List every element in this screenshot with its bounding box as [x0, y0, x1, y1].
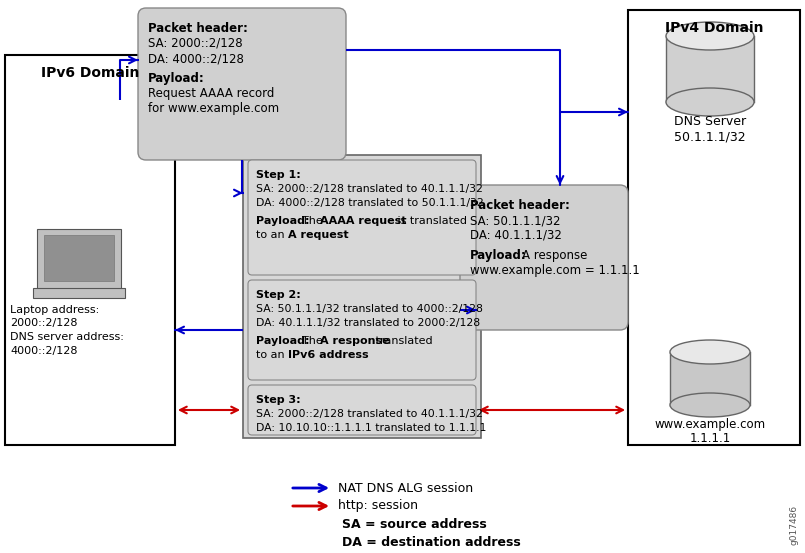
Text: The: The — [302, 216, 326, 226]
Text: SA: 50.1.1.1/32 translated to 4000::2/128: SA: 50.1.1.1/32 translated to 4000::2/12… — [256, 304, 483, 314]
Text: SA: 2000::2/128 translated to 40.1.1.1/32: SA: 2000::2/128 translated to 40.1.1.1/3… — [256, 184, 483, 194]
FancyBboxPatch shape — [460, 185, 628, 330]
Text: SA: 50.1.1.1/32: SA: 50.1.1.1/32 — [470, 214, 560, 227]
Bar — [243, 155, 481, 438]
FancyBboxPatch shape — [248, 160, 476, 275]
FancyBboxPatch shape — [138, 8, 346, 160]
Text: NAT DNS ALG session: NAT DNS ALG session — [338, 482, 473, 494]
Bar — [5, 55, 175, 445]
Text: Request AAAA record: Request AAAA record — [148, 87, 275, 100]
Text: g017486: g017486 — [789, 505, 798, 545]
FancyBboxPatch shape — [248, 385, 476, 435]
Text: DA: 10.10.10::1.1.1.1 translated to 1.1.1.1: DA: 10.10.10::1.1.1.1 translated to 1.1.… — [256, 423, 486, 433]
Text: 2000::2/128: 2000::2/128 — [10, 318, 77, 328]
Text: DA: 4000::2/128 translated to 50.1.1.1/32: DA: 4000::2/128 translated to 50.1.1.1/3… — [256, 198, 484, 208]
Text: A response: A response — [522, 249, 588, 262]
Bar — [670, 352, 750, 405]
Text: Laptop address:: Laptop address: — [10, 305, 99, 315]
Text: DA: 4000::2/128: DA: 4000::2/128 — [148, 52, 244, 65]
Text: A response: A response — [320, 336, 390, 346]
Text: Step 3:: Step 3: — [256, 395, 300, 405]
Text: DNS server address:: DNS server address: — [10, 332, 124, 342]
Bar — [666, 36, 754, 102]
Text: http: session: http: session — [338, 499, 418, 513]
Text: SA: 2000::2/128 translated to 40.1.1.1/32: SA: 2000::2/128 translated to 40.1.1.1/3… — [256, 409, 483, 419]
Ellipse shape — [670, 340, 750, 364]
Bar — [33, 288, 125, 298]
Ellipse shape — [666, 22, 754, 50]
Text: Step 1:: Step 1: — [256, 170, 301, 180]
Text: Packet header:: Packet header: — [148, 22, 248, 35]
Text: is translated: is translated — [394, 216, 467, 226]
Text: Packet header:: Packet header: — [470, 199, 570, 212]
FancyBboxPatch shape — [44, 235, 114, 281]
Text: IPv6 Domain: IPv6 Domain — [41, 66, 139, 80]
Text: IPv6 address: IPv6 address — [288, 350, 369, 360]
Text: DA: 40.1.1.1/32 translated to 2000:2/128: DA: 40.1.1.1/32 translated to 2000:2/128 — [256, 318, 480, 328]
Text: Payload:: Payload: — [470, 249, 526, 262]
Text: The: The — [302, 336, 326, 346]
Ellipse shape — [666, 88, 754, 116]
FancyBboxPatch shape — [37, 229, 121, 289]
Text: Step 2:: Step 2: — [256, 290, 301, 300]
Text: translated: translated — [372, 336, 432, 346]
Text: for www.example.com: for www.example.com — [148, 102, 279, 115]
Text: IPv4 Domain: IPv4 Domain — [665, 21, 763, 35]
Text: www.example.com: www.example.com — [654, 418, 766, 431]
Text: A request: A request — [288, 230, 349, 240]
Text: Payload:: Payload: — [148, 72, 204, 85]
Text: SA = source address: SA = source address — [342, 518, 487, 530]
FancyBboxPatch shape — [248, 280, 476, 380]
Text: 4000::2/128: 4000::2/128 — [10, 346, 77, 356]
Text: 1.1.1.1: 1.1.1.1 — [689, 432, 731, 445]
Bar — [628, 10, 800, 445]
Text: Payload:: Payload: — [256, 336, 309, 346]
Text: to an: to an — [256, 230, 288, 240]
Text: DA = destination address: DA = destination address — [342, 535, 521, 549]
Text: AAAA request: AAAA request — [320, 216, 407, 226]
Text: Payload:: Payload: — [256, 216, 309, 226]
Text: SA: 2000::2/128: SA: 2000::2/128 — [148, 37, 242, 50]
Text: DNS Server: DNS Server — [674, 115, 746, 128]
Text: to an: to an — [256, 350, 288, 360]
Text: DA: 40.1.1.1/32: DA: 40.1.1.1/32 — [470, 229, 562, 242]
Text: www.example.com = 1.1.1.1: www.example.com = 1.1.1.1 — [470, 264, 640, 277]
Ellipse shape — [670, 393, 750, 417]
Text: 50.1.1.1/32: 50.1.1.1/32 — [675, 130, 745, 143]
